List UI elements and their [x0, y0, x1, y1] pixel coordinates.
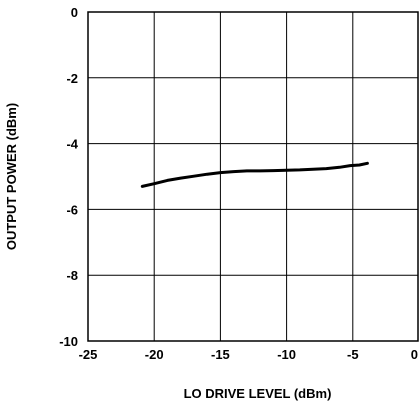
x-tick-label: -15 — [211, 347, 230, 362]
x-tick-label: -25 — [79, 347, 98, 362]
y-tick-label: -10 — [59, 334, 78, 349]
y-tick-label: -4 — [66, 137, 78, 152]
series-layer — [140, 161, 369, 188]
plot-area-frame — [87, 11, 419, 342]
x-tick-label: -20 — [145, 347, 164, 362]
grid-lines — [88, 12, 418, 341]
y-tick-label: -6 — [66, 202, 78, 217]
x-axis-ticks: -25 -20 -15 -10 -5 0 — [79, 347, 418, 362]
x-tick-label: -5 — [347, 347, 359, 362]
series-line — [140, 161, 369, 188]
y-axis-ticks: 0 -2 -4 -6 -8 -10 — [59, 5, 79, 349]
y-axis-label: OUTPUT POWER (dBm) — [4, 103, 19, 250]
y-tick-label: 0 — [71, 5, 78, 20]
y-tick-label: -2 — [66, 71, 78, 86]
y-tick-label: -8 — [66, 268, 78, 283]
x-tick-label: 0 — [411, 347, 418, 362]
x-axis-label: LO DRIVE LEVEL (dBm) — [184, 386, 332, 401]
x-tick-label: -10 — [277, 347, 296, 362]
